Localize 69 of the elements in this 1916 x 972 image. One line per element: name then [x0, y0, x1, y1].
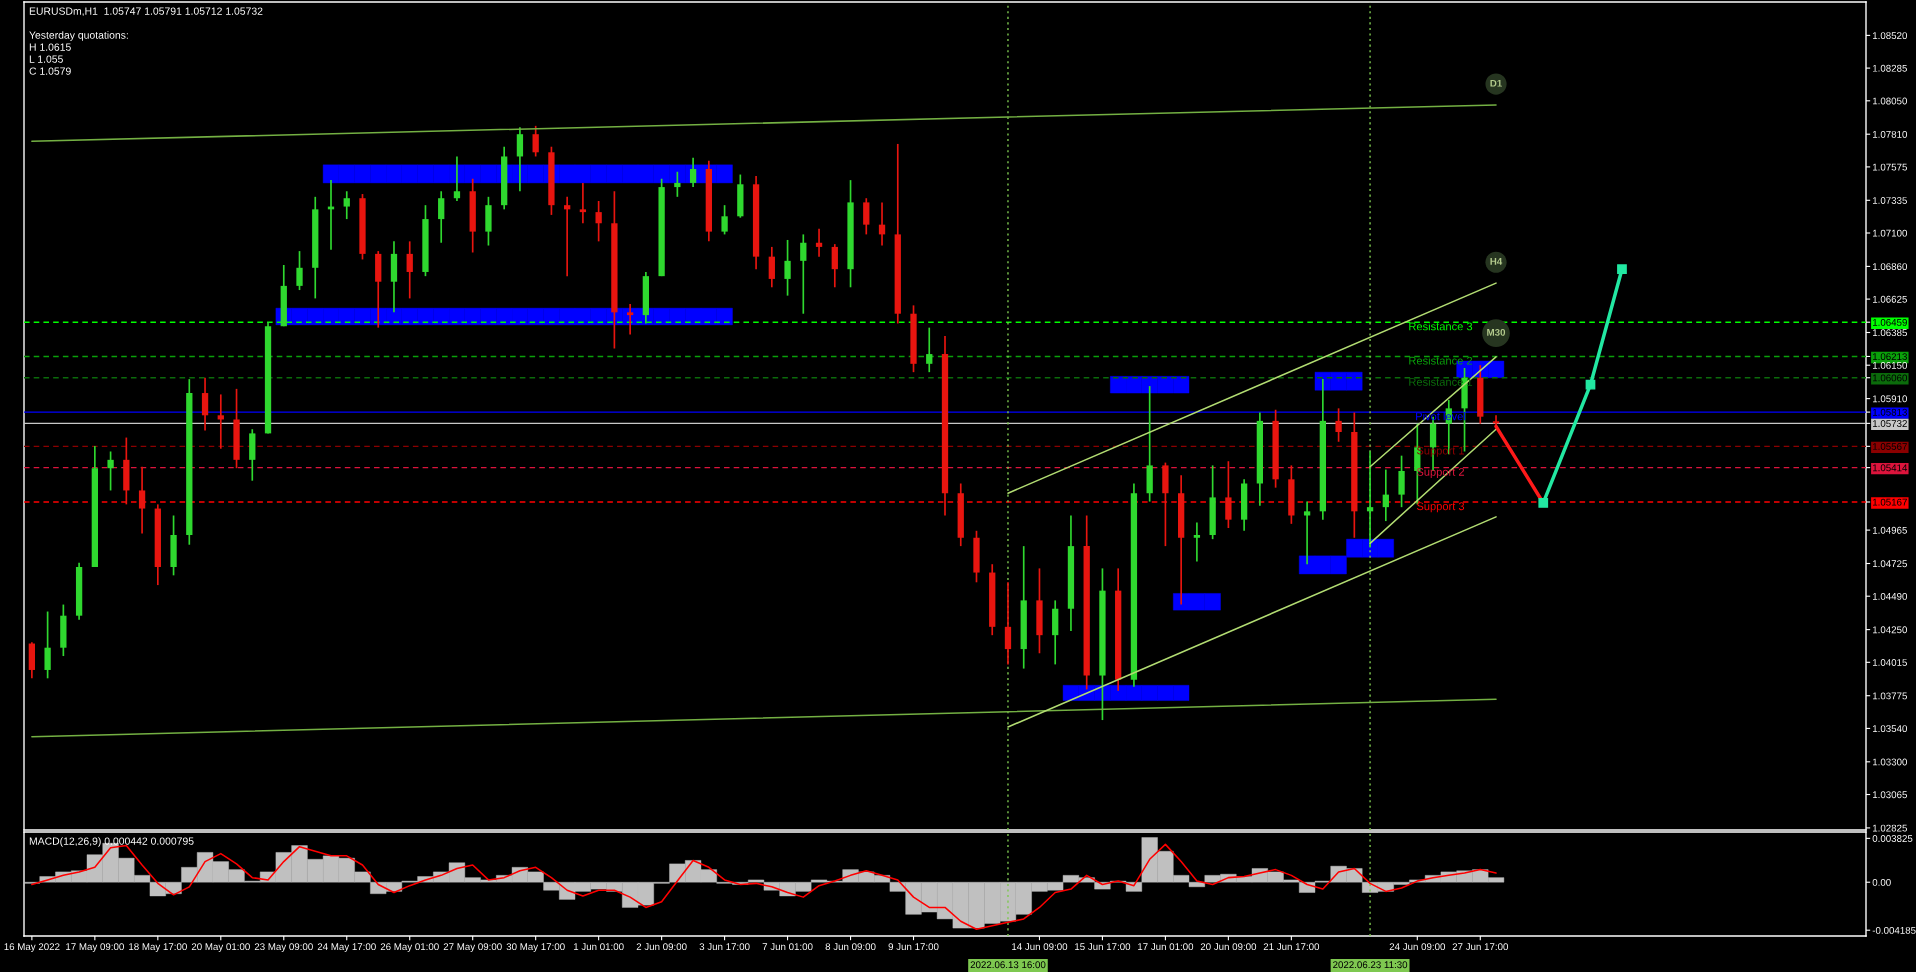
y-tick-label: 1.04725 [1872, 560, 1907, 568]
annotation: D1 [1490, 79, 1502, 87]
y-tick-label: 1.06385 [1872, 329, 1907, 337]
ref-line-label: Resistance 2 [1409, 356, 1473, 365]
chart-title: EURUSDm,H1 1.05747 1.05791 1.05712 1.05732 [29, 7, 263, 17]
x-tick-label: 18 May 17:00 [129, 943, 187, 953]
x-tick-label: 7 Jun 01:00 [762, 943, 813, 951]
y-tick-label: 1.06860 [1872, 263, 1908, 271]
x-tick-label: 20 May 01:00 [191, 943, 250, 953]
x-tick-label: 2 Jun 09:00 [636, 943, 687, 951]
y-tick-label: 1.07335 [1872, 197, 1907, 204]
y-tick-label: 1.03065 [1872, 791, 1907, 799]
x-tick-label: 14 Jun 09:00 [1012, 943, 1068, 951]
y-tick-label: 1.05813 [1872, 408, 1907, 416]
ref-line-label: Support 3 [1416, 502, 1465, 513]
y-tick-label: 1.05732 [1872, 420, 1907, 427]
y-tick-label: 1.03775 [1872, 692, 1907, 700]
x-tick-label: 8 Jun 09:00 [825, 943, 876, 951]
y-tick-label: 1.03540 [1872, 725, 1908, 733]
y-tick-label: -0.004185 [1872, 926, 1916, 934]
x-tick-label: 15 Jun 17:00 [1075, 943, 1131, 951]
y-tick-label: 1.02825 [1872, 824, 1907, 832]
annotation: M30 [1487, 328, 1506, 336]
chart-title: MACD(12,26,9) 0.000442 0.000795 [29, 837, 194, 847]
x-tick-label: 16 May 2022 [4, 943, 60, 953]
y-tick-label: 0.003825 [1872, 835, 1913, 842]
annotation: L 1.055 [29, 55, 63, 63]
x-tick-label: 1 Jun 01:00 [573, 943, 624, 951]
x-tick-label: 27 Jun 17:00 [1452, 943, 1509, 951]
y-tick-label: 1.08285 [1872, 64, 1907, 72]
y-tick-label: 1.04490 [1872, 592, 1908, 600]
x-tick-label: 17 May 09:00 [66, 943, 124, 953]
y-tick-label: 1.03300 [1872, 758, 1908, 766]
x-tick-label: 30 May 17:00 [506, 943, 565, 953]
y-tick-label: 1.07575 [1872, 163, 1907, 171]
x-tick-label: 26 May 01:00 [380, 943, 439, 953]
x-tick-label: 2022.06.13 16:00 [970, 961, 1046, 969]
y-tick-label: 1.04250 [1872, 626, 1908, 634]
y-tick-label: 1.06150 [1872, 361, 1908, 369]
x-tick-label: 21 Jun 17:00 [1263, 943, 1320, 951]
y-tick-label: 1.05910 [1872, 395, 1908, 403]
y-tick-label: 1.05567 [1872, 443, 1907, 450]
y-tick-label: 1.07100 [1872, 229, 1908, 237]
y-tick-label: 1.08050 [1872, 97, 1908, 105]
x-tick-label: 27 May 09:00 [443, 943, 502, 953]
x-tick-label: 2022.06.23 11:30 [1333, 961, 1408, 969]
x-tick-label: 24 Jun 09:00 [1389, 943, 1446, 951]
annotation: H4 [1490, 258, 1503, 265]
y-tick-label: 1.04015 [1872, 659, 1907, 666]
annotation: C 1.0579 [29, 67, 71, 75]
y-tick-label: 1.05414 [1872, 464, 1908, 472]
y-tick-label: 1.06459 [1872, 318, 1907, 326]
y-tick-label: 1.06213 [1872, 353, 1907, 361]
y-tick-label: 1.07810 [1872, 130, 1908, 138]
x-tick-label: 17 Jun 01:00 [1138, 943, 1194, 951]
annotation: Yesterday quotations: [29, 31, 128, 41]
x-tick-label: 20 Jun 09:00 [1200, 943, 1257, 951]
ref-line-label: Resistance 3 [1409, 322, 1473, 331]
x-tick-label: 9 Jun 17:00 [888, 943, 939, 951]
y-tick-label: 1.06625 [1872, 295, 1907, 303]
y-tick-label: 1.06060 [1872, 374, 1908, 382]
x-tick-label: 3 Jun 17:00 [699, 943, 750, 951]
y-tick-label: 0.00 [1872, 878, 1891, 886]
y-tick-label: 1.08520 [1872, 32, 1908, 40]
annotation: H 1.0615 [29, 43, 71, 51]
y-tick-label: 1.04965 [1872, 526, 1907, 534]
y-tick-label: 1.05167 [1872, 498, 1907, 506]
x-tick-label: 23 May 09:00 [254, 943, 313, 953]
x-tick-label: 24 May 17:00 [317, 943, 376, 953]
